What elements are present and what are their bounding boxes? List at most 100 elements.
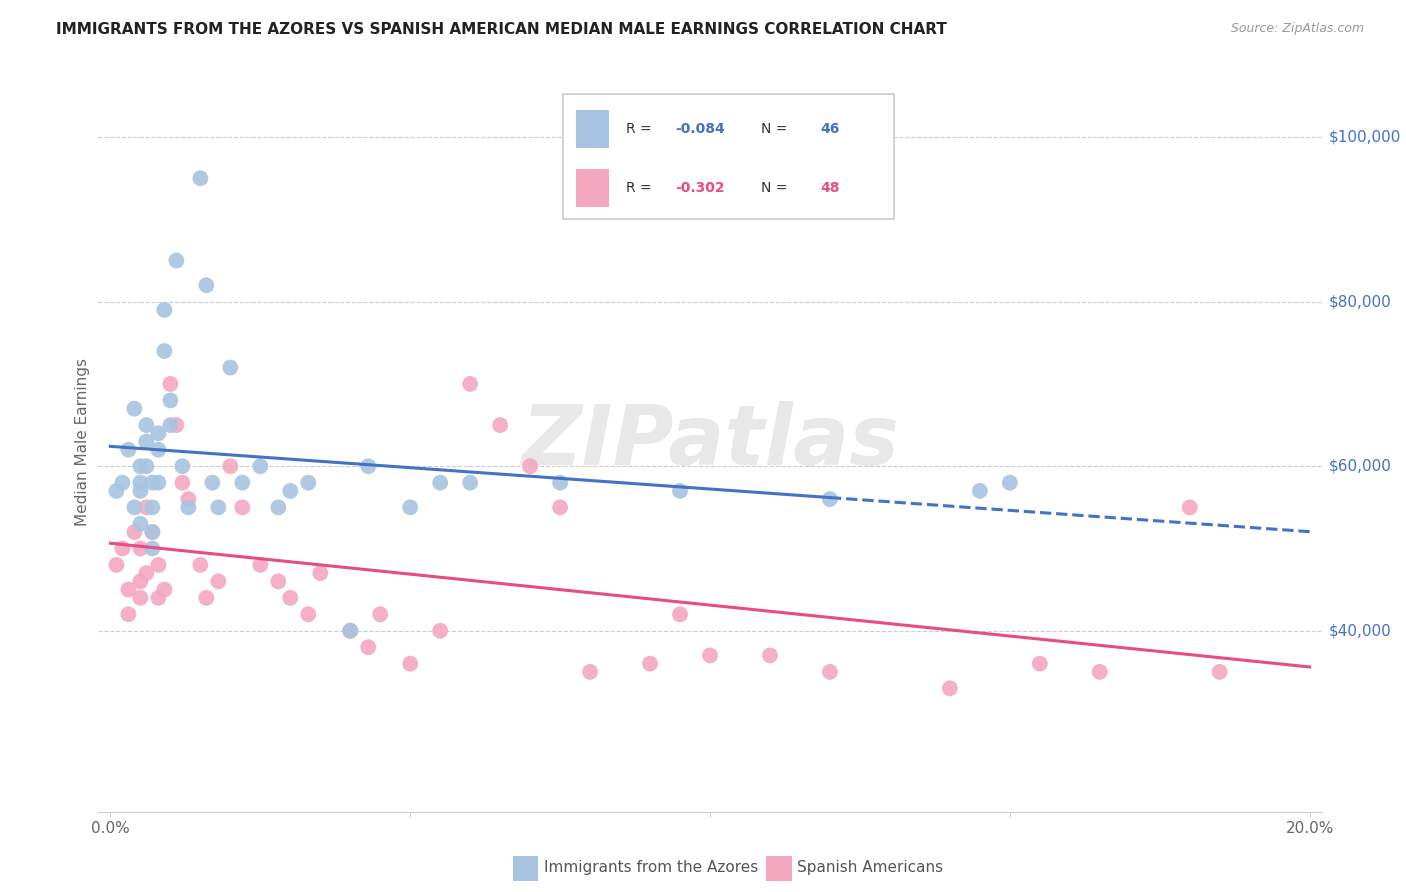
Point: [669, 607, 692, 622]
Point: [699, 648, 721, 663]
Point: [124, 500, 146, 515]
Point: [141, 541, 163, 556]
Point: [458, 475, 481, 490]
Point: [129, 516, 152, 531]
Point: [1178, 500, 1201, 515]
Point: [818, 665, 841, 679]
Point: [129, 591, 152, 605]
Point: [267, 574, 290, 589]
Point: [177, 500, 200, 515]
Point: [939, 681, 962, 696]
Point: [1208, 665, 1230, 679]
Point: [519, 459, 541, 474]
Point: [399, 657, 422, 671]
Text: $80,000: $80,000: [1329, 294, 1392, 310]
Point: [129, 574, 152, 589]
Text: Source: ZipAtlas.com: Source: ZipAtlas.com: [1230, 22, 1364, 36]
Point: [111, 541, 134, 556]
Point: [105, 483, 128, 498]
Point: [278, 591, 301, 605]
Point: [368, 607, 391, 622]
Point: [297, 607, 319, 622]
Point: [148, 591, 170, 605]
Point: [669, 483, 692, 498]
Y-axis label: Median Male Earnings: Median Male Earnings: [75, 358, 90, 525]
Point: [124, 401, 146, 416]
Point: [117, 442, 139, 457]
Point: [135, 459, 157, 474]
Point: [207, 574, 229, 589]
Point: [129, 541, 152, 556]
Point: [759, 648, 782, 663]
Point: [153, 582, 176, 597]
Text: IMMIGRANTS FROM THE AZORES VS SPANISH AMERICAN MEDIAN MALE EARNINGS CORRELATION : IMMIGRANTS FROM THE AZORES VS SPANISH AM…: [56, 22, 948, 37]
Point: [339, 624, 361, 638]
Point: [249, 459, 271, 474]
Point: [148, 442, 170, 457]
Point: [195, 591, 218, 605]
Point: [129, 483, 152, 498]
Point: [165, 253, 187, 268]
Point: [399, 500, 422, 515]
Point: [148, 558, 170, 572]
Point: [267, 500, 290, 515]
Point: [135, 434, 157, 449]
Point: [1088, 665, 1111, 679]
Point: [165, 418, 187, 433]
Point: [135, 566, 157, 581]
Point: [231, 475, 253, 490]
Text: $60,000: $60,000: [1329, 458, 1392, 474]
Point: [172, 475, 194, 490]
Text: ZIPatlas: ZIPatlas: [522, 401, 898, 482]
Point: [638, 657, 661, 671]
Text: Immigrants from the Azores: Immigrants from the Azores: [544, 860, 758, 874]
Point: [458, 376, 481, 391]
Point: [297, 475, 319, 490]
Point: [309, 566, 332, 581]
Text: $40,000: $40,000: [1329, 624, 1392, 639]
Point: [1029, 657, 1052, 671]
Point: [148, 475, 170, 490]
Point: [489, 418, 512, 433]
Point: [188, 171, 211, 186]
Point: [429, 475, 451, 490]
Point: [135, 500, 157, 515]
Point: [129, 459, 152, 474]
Point: [159, 418, 181, 433]
Point: [357, 459, 380, 474]
Point: [105, 558, 128, 572]
Point: [429, 624, 451, 638]
Point: [141, 524, 163, 539]
Point: [172, 459, 194, 474]
Point: [159, 376, 181, 391]
Point: [231, 500, 253, 515]
Point: [998, 475, 1021, 490]
Point: [141, 524, 163, 539]
Point: [153, 344, 176, 359]
Point: [249, 558, 271, 572]
Point: [339, 624, 361, 638]
Point: [111, 475, 134, 490]
Point: [188, 558, 211, 572]
Point: [219, 360, 242, 375]
Point: [278, 483, 301, 498]
Point: [201, 475, 224, 490]
Point: [129, 475, 152, 490]
Point: [207, 500, 229, 515]
Point: [219, 459, 242, 474]
Point: [153, 302, 176, 317]
Point: [357, 640, 380, 655]
Point: [548, 500, 571, 515]
Point: [195, 278, 218, 293]
Point: [579, 665, 602, 679]
Point: [548, 475, 571, 490]
Text: $100,000: $100,000: [1329, 129, 1400, 145]
Point: [141, 500, 163, 515]
Point: [818, 492, 841, 507]
Point: [135, 418, 157, 433]
Point: [117, 582, 139, 597]
Point: [117, 607, 139, 622]
Point: [177, 492, 200, 507]
Point: [124, 524, 146, 539]
Point: [141, 475, 163, 490]
